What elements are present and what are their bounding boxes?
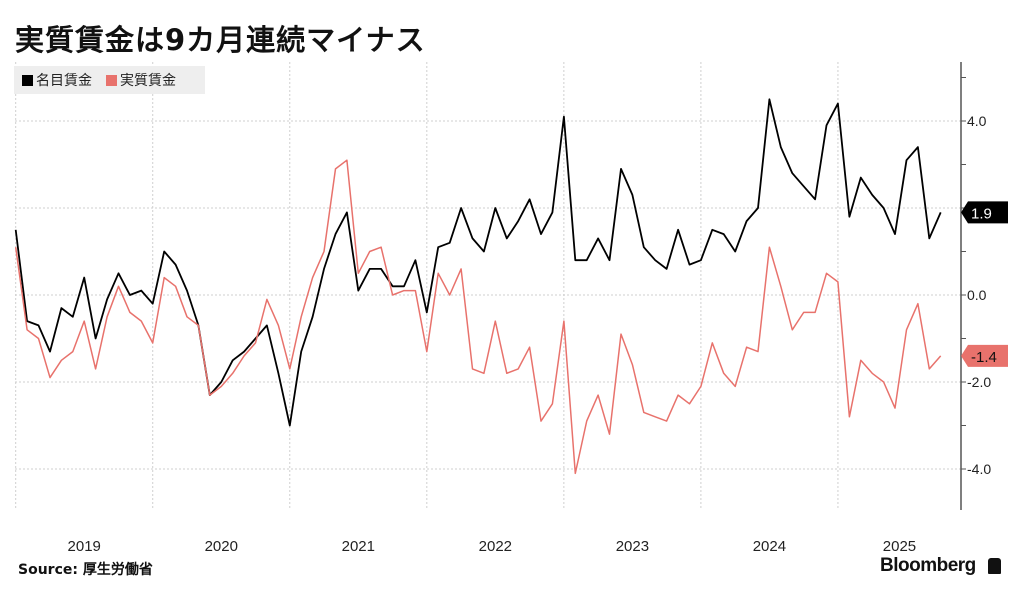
end-value-label: -1.4 [971,349,997,366]
legend-item-real: 実質賃金 [106,70,176,90]
x-tick-label: 2021 [342,538,375,555]
x-tick-label: 2023 [616,538,649,555]
y-tick-label: 0.0 [967,287,987,303]
x-tick-label: 2019 [68,538,101,555]
end-value-label: 1.9 [971,205,992,222]
end-value-badge [961,201,1008,224]
chart-title: 実質賃金は9カ月連続マイナス [15,23,426,57]
y-tick-label: -2.0 [967,374,991,390]
legend-swatch-nominal [22,74,33,86]
legend-label-nominal: 名目賃金 [36,73,92,89]
bloomberg-logo: Bloomberg [880,555,976,576]
series-line-real [14,159,942,475]
x-tick-label: 2024 [753,538,786,555]
legend: 名目賃金 実質賃金 [14,66,205,94]
source-note: Source: 厚生労働省 [18,562,153,578]
end-value-badge [961,344,1008,367]
x-tick-label: 2022 [479,538,512,555]
bloomberg-logo-icon [988,558,1001,574]
legend-swatch-real [106,74,117,86]
y-tick-label: 4.0 [967,113,987,129]
legend-label-real: 実質賃金 [120,73,176,89]
x-tick-label: 2025 [883,538,916,555]
y-tick-label: -4.0 [967,461,991,477]
series-line-nominal [14,98,942,427]
x-tick-label: 2020 [205,538,238,555]
legend-item-nominal: 名目賃金 [22,70,92,90]
